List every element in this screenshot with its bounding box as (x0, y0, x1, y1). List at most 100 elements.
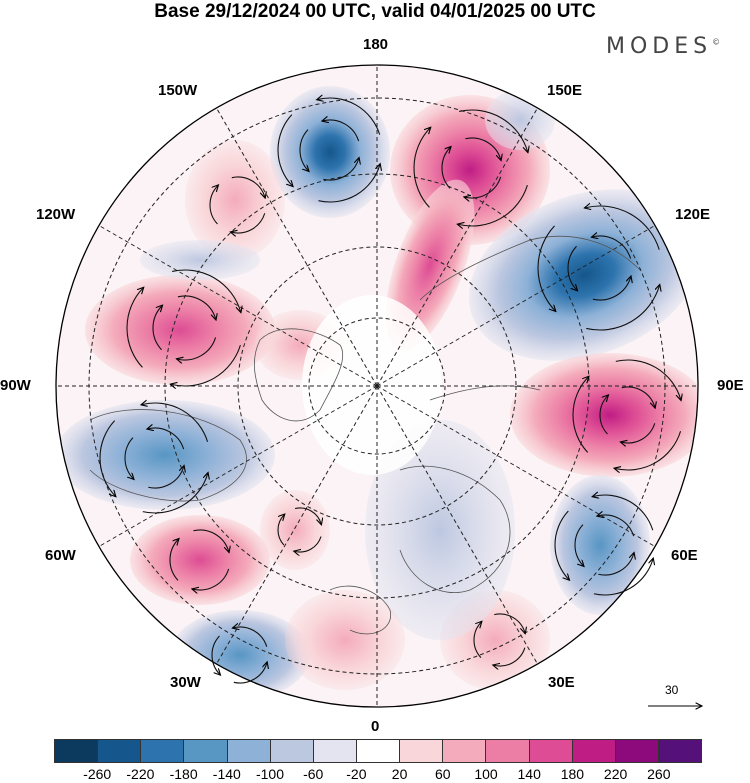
colorbar-tick-label: -60 (303, 766, 324, 782)
lon-label-120e: 120E (675, 206, 711, 223)
streamline-arc (171, 344, 241, 386)
streamline-arc (177, 337, 217, 360)
colorbar-tick-label: -100 (255, 766, 285, 782)
colorbar-swatch (313, 740, 357, 762)
streamline-arc (126, 288, 143, 368)
lon-label-60w: 60W (45, 547, 76, 564)
anomaly-blob (468, 189, 698, 361)
anomaly-blob (85, 275, 275, 385)
streamline-arc (142, 474, 208, 514)
lon-label-60e: 60E (671, 547, 698, 564)
anomaly-blob (302, 295, 442, 475)
colorbar-tick-label: 60 (435, 766, 451, 782)
colorbar-swatch (356, 740, 401, 762)
streamline-arc (323, 120, 360, 142)
streamline-arc (277, 114, 292, 186)
streamline-arc (124, 437, 133, 479)
streamline-arc (152, 306, 162, 351)
colorbar-tick-label: -180 (169, 766, 198, 782)
map-border (55, 64, 699, 708)
colorbar-swatch (529, 740, 573, 762)
lon-label-120w: 120W (36, 206, 76, 223)
lon-label-150e: 150E (547, 82, 583, 99)
brand-text: MODES (606, 34, 713, 59)
colorbar-tick-label: 100 (474, 766, 498, 782)
anomaly-blob (185, 140, 285, 260)
anomaly-blob (510, 353, 698, 477)
lon-label-30e: 30E (548, 674, 575, 691)
lon-label-90e: 90E (717, 377, 744, 394)
reference-vector-label: 30 (665, 683, 679, 697)
streamline-arc (99, 420, 115, 496)
anomaly-blob (550, 475, 650, 615)
streamlines (99, 98, 682, 684)
streamline-arc (231, 213, 266, 233)
colorbar-swatch (227, 740, 271, 762)
lon-label-30w: 30W (170, 674, 201, 691)
streamline-arc (572, 377, 588, 453)
meridian-line (98, 225, 378, 387)
colorbar-tick-label: -140 (212, 766, 241, 782)
colorbar-swatch (270, 740, 314, 762)
streamline-arc (592, 236, 632, 259)
streamline-arc (233, 627, 268, 647)
streamline-arc (323, 158, 358, 181)
streamline-arc (148, 466, 183, 489)
streamline-arc (148, 428, 185, 450)
meridian-line (98, 385, 378, 547)
streamline-arc (554, 510, 569, 579)
modes-logo: MODES© (606, 34, 720, 59)
streamline-arc (585, 206, 660, 250)
streamline-arc (318, 165, 379, 203)
colorbar-tick-label: -220 (126, 766, 155, 782)
meridian-line (376, 385, 656, 547)
anomaly-blob (56, 400, 275, 510)
streamline-arc (193, 568, 230, 590)
streamline-arc (193, 529, 228, 552)
streamline-arc (615, 431, 682, 470)
streamline-arc (615, 359, 681, 399)
map-title: Base 29/12/2024 00 UTC, valid 04/01/2025… (154, 1, 596, 22)
colorbar-swatch (486, 740, 530, 762)
streamline-arc (593, 559, 653, 596)
colorbar-tick-label: -260 (83, 766, 112, 782)
meridian-line (376, 225, 656, 387)
lon-label-90w: 90W (0, 377, 31, 394)
streamline-arc (621, 386, 655, 407)
streamline-arc (465, 176, 502, 198)
streamline-arc (441, 147, 450, 189)
streamline-arc (574, 524, 583, 566)
anomaly-blob (285, 590, 405, 690)
streamline-arc (494, 613, 525, 633)
anomaly-blob (260, 490, 330, 570)
streamline-arc (172, 269, 240, 312)
streamline-arc (593, 495, 654, 531)
colorbar-swatch (184, 740, 228, 762)
colorbar (54, 739, 702, 763)
meridian-line (216, 107, 378, 387)
streamline-arc (465, 137, 500, 160)
streamline-arc (277, 515, 284, 546)
colorbar-tick-label: 20 (391, 766, 408, 782)
colorbar-swatch (141, 740, 185, 762)
streamline-arc (459, 109, 527, 152)
colorbar-tick-label: 180 (560, 766, 585, 782)
streamline-arc (537, 225, 555, 311)
streamline-arc (142, 403, 209, 442)
streamline-arc (586, 286, 659, 331)
streamline-arc (592, 277, 631, 301)
colorbar-tick-label: 220 (603, 766, 628, 782)
brand-mark: © (712, 37, 721, 47)
streamline-arc (295, 507, 321, 524)
colorbar-swatch (572, 740, 616, 762)
streamline-arc (231, 176, 265, 197)
colorbar-tick-label: -20 (346, 766, 367, 782)
colorbar-swatch (658, 740, 702, 762)
streamline-arc (598, 515, 635, 537)
lon-label-180: 180 (363, 36, 389, 53)
colorbar-tick-label: 260 (647, 766, 671, 782)
streamline-arc (598, 553, 633, 576)
streamline-arc (494, 647, 526, 666)
streamline-arc (211, 635, 220, 674)
